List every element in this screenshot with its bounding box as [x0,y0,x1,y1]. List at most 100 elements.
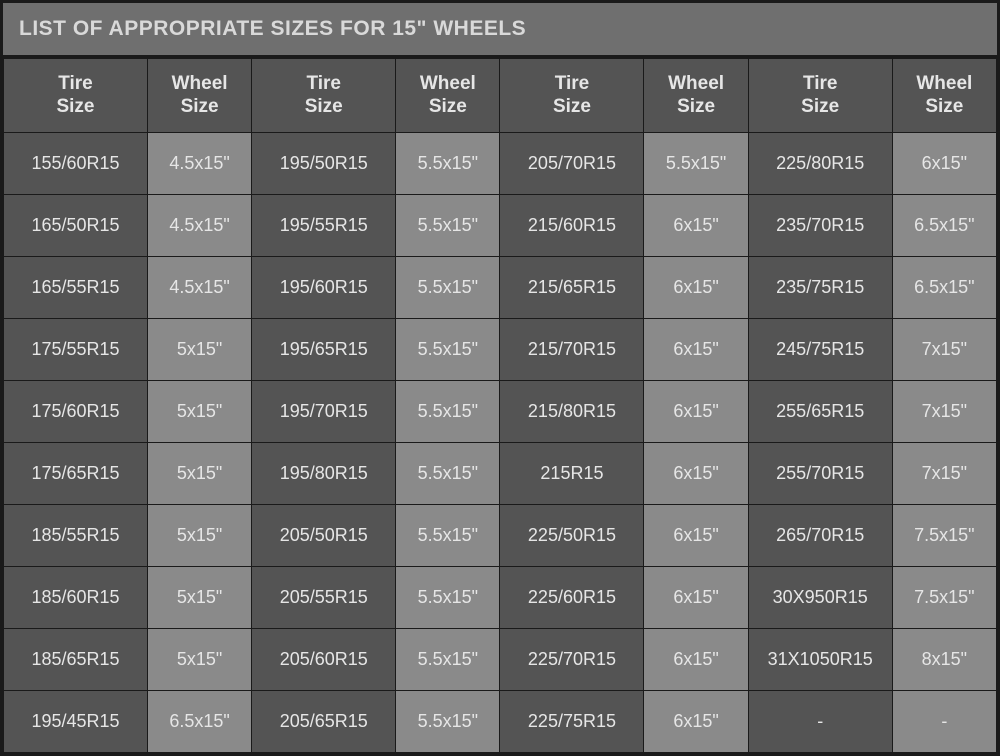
tire-size-cell: 30X950R15 [748,567,892,629]
wheel-size-cell: 5.5x15" [396,567,500,629]
wheel-size-cell: 6x15" [644,629,748,691]
wheel-size-cell: 6x15" [644,257,748,319]
wheel-size-cell: 8x15" [892,629,996,691]
table-row: 185/65R155x15"205/60R155.5x15"225/70R156… [4,629,997,691]
col-header-tire: TireSize [748,59,892,133]
tire-size-cell: 205/70R15 [500,133,644,195]
wheel-size-cell: 6x15" [644,567,748,629]
table-header-row: TireSize WheelSize TireSize WheelSize Ti… [4,59,997,133]
col-header-wheel: WheelSize [892,59,996,133]
wheel-size-cell: 6.5x15" [147,691,251,753]
wheel-size-cell: 7x15" [892,319,996,381]
col-header-tire: TireSize [500,59,644,133]
wheel-size-cell: 7.5x15" [892,505,996,567]
wheel-size-cell: 5.5x15" [396,195,500,257]
table-row: 185/55R155x15"205/50R155.5x15"225/50R156… [4,505,997,567]
wheel-size-cell: 5x15" [147,505,251,567]
table-row: 175/60R155x15"195/70R155.5x15"215/80R156… [4,381,997,443]
tire-size-cell: 205/65R15 [252,691,396,753]
tire-size-cell: 195/80R15 [252,443,396,505]
wheel-size-cell: 5x15" [147,629,251,691]
wheel-size-cell: 5.5x15" [644,133,748,195]
table-row: 165/55R154.5x15"195/60R155.5x15"215/65R1… [4,257,997,319]
tire-size-cell: 215/65R15 [500,257,644,319]
tire-size-cell: 235/70R15 [748,195,892,257]
table-body: 155/60R154.5x15"195/50R155.5x15"205/70R1… [4,133,997,753]
wheel-size-cell: - [892,691,996,753]
wheel-size-cell: 5.5x15" [396,257,500,319]
tire-size-cell: 215/80R15 [500,381,644,443]
table-row: 185/60R155x15"205/55R155.5x15"225/60R156… [4,567,997,629]
tire-size-cell: 215/70R15 [500,319,644,381]
wheel-size-cell: 5x15" [147,319,251,381]
tire-size-cell: 225/80R15 [748,133,892,195]
tire-size-cell: 225/60R15 [500,567,644,629]
tire-size-cell: 215/60R15 [500,195,644,257]
tire-size-cell: 235/75R15 [748,257,892,319]
tire-size-cell: 225/75R15 [500,691,644,753]
wheel-size-cell: 4.5x15" [147,195,251,257]
wheel-size-cell: 7.5x15" [892,567,996,629]
wheel-size-cell: 6x15" [644,381,748,443]
tire-size-cell: 205/55R15 [252,567,396,629]
col-header-tire: TireSize [4,59,148,133]
col-header-wheel: WheelSize [396,59,500,133]
tire-size-cell: 195/65R15 [252,319,396,381]
wheel-size-cell: 6x15" [644,505,748,567]
tire-size-cell: 195/70R15 [252,381,396,443]
wheel-size-cell: 5.5x15" [396,443,500,505]
table-row: 155/60R154.5x15"195/50R155.5x15"205/70R1… [4,133,997,195]
wheel-size-cell: 6.5x15" [892,257,996,319]
wheel-size-cell: 6.5x15" [892,195,996,257]
wheel-size-cell: 5.5x15" [396,629,500,691]
wheel-size-cell: 4.5x15" [147,133,251,195]
tire-size-cell: 205/60R15 [252,629,396,691]
tire-size-cell: 195/45R15 [4,691,148,753]
wheel-size-cell: 6x15" [892,133,996,195]
tire-size-cell: 265/70R15 [748,505,892,567]
tire-size-cell: 175/60R15 [4,381,148,443]
tire-size-cell: 205/50R15 [252,505,396,567]
tire-size-table: TireSize WheelSize TireSize WheelSize Ti… [3,58,997,753]
wheel-size-cell: 6x15" [644,319,748,381]
tire-size-cell: 225/50R15 [500,505,644,567]
tire-size-cell: 255/65R15 [748,381,892,443]
tire-size-cell: 255/70R15 [748,443,892,505]
table-row: 195/45R156.5x15"205/65R155.5x15"225/75R1… [4,691,997,753]
tire-size-cell: 175/65R15 [4,443,148,505]
wheel-size-cell: 6x15" [644,691,748,753]
wheel-size-cell: 5.5x15" [396,505,500,567]
tire-size-table-container: LIST OF APPROPRIATE SIZES FOR 15" WHEELS… [0,0,1000,756]
tire-size-cell: 215R15 [500,443,644,505]
col-header-wheel: WheelSize [644,59,748,133]
wheel-size-cell: 7x15" [892,381,996,443]
wheel-size-cell: 5.5x15" [396,133,500,195]
tire-size-cell: 185/55R15 [4,505,148,567]
col-header-wheel: WheelSize [147,59,251,133]
wheel-size-cell: 5.5x15" [396,381,500,443]
tire-size-cell: 245/75R15 [748,319,892,381]
tire-size-cell: 185/60R15 [4,567,148,629]
wheel-size-cell: 5.5x15" [396,319,500,381]
tire-size-cell: 195/60R15 [252,257,396,319]
wheel-size-cell: 5x15" [147,443,251,505]
tire-size-cell: 165/55R15 [4,257,148,319]
wheel-size-cell: 4.5x15" [147,257,251,319]
table-row: 175/65R155x15"195/80R155.5x15"215R156x15… [4,443,997,505]
wheel-size-cell: 6x15" [644,195,748,257]
table-row: 175/55R155x15"195/65R155.5x15"215/70R156… [4,319,997,381]
wheel-size-cell: 7x15" [892,443,996,505]
table-row: 165/50R154.5x15"195/55R155.5x15"215/60R1… [4,195,997,257]
tire-size-cell: 185/65R15 [4,629,148,691]
wheel-size-cell: 6x15" [644,443,748,505]
tire-size-cell: 225/70R15 [500,629,644,691]
tire-size-cell: 175/55R15 [4,319,148,381]
tire-size-cell: 155/60R15 [4,133,148,195]
col-header-tire: TireSize [252,59,396,133]
table-title: LIST OF APPROPRIATE SIZES FOR 15" WHEELS [3,3,997,58]
wheel-size-cell: 5x15" [147,567,251,629]
wheel-size-cell: 5.5x15" [396,691,500,753]
tire-size-cell: - [748,691,892,753]
tire-size-cell: 165/50R15 [4,195,148,257]
wheel-size-cell: 5x15" [147,381,251,443]
